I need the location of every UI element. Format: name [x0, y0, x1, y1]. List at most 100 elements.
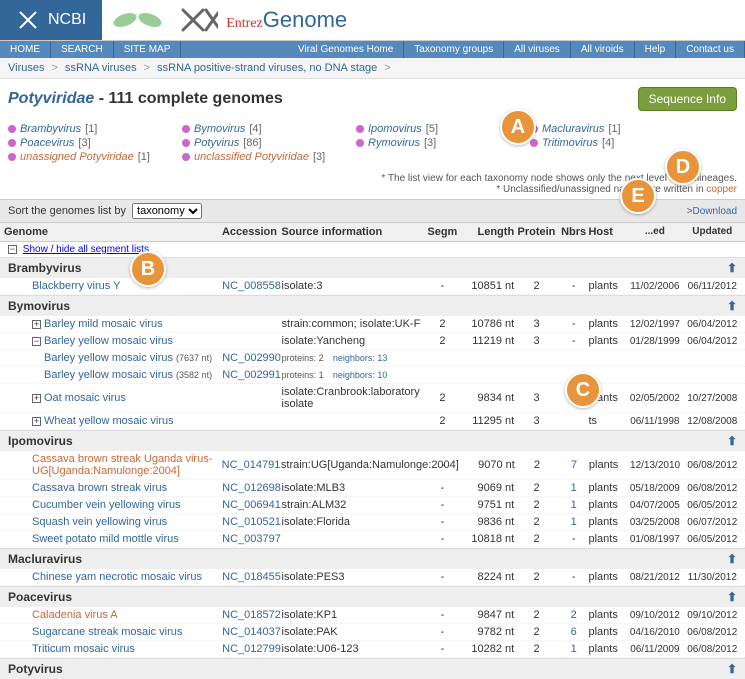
scroll-top-icon[interactable]: ⬆	[727, 552, 737, 566]
badge-b: B	[130, 251, 166, 287]
ncbi-text: NCBI	[48, 11, 86, 29]
expand-icon[interactable]: +	[32, 417, 41, 426]
ncbi-logo[interactable]: NCBI	[0, 0, 102, 40]
genome-text: Genome	[263, 7, 347, 32]
col-segm[interactable]: Segm	[425, 226, 460, 238]
sequence-info-button[interactable]: Sequence Info	[638, 87, 737, 111]
genome-link[interactable]: Wheat yellow mosaic virus	[44, 415, 174, 427]
taxa-item[interactable]: Poacevirus [3]	[8, 137, 178, 149]
taxa-dot-icon	[8, 125, 16, 133]
taxa-item[interactable]: Tritimovirus [4]	[530, 137, 700, 149]
dna-icon	[16, 8, 40, 32]
genome-link[interactable]: Cucumber vein yellowing virus	[32, 499, 181, 511]
accession-link[interactable]: NC_014037	[222, 626, 281, 638]
scroll-top-icon[interactable]: ⬆	[727, 299, 737, 313]
nav-allviroids[interactable]: All viroids	[571, 41, 635, 58]
taxa-link[interactable]: Ipomovirus	[368, 123, 422, 135]
taxa-link[interactable]: Bymovirus	[194, 123, 245, 135]
taxa-link[interactable]: Tritimovirus	[542, 137, 598, 149]
scroll-top-icon[interactable]: ⬆	[727, 662, 737, 676]
taxa-link[interactable]: Macluravirus	[542, 123, 604, 135]
taxa-item[interactable]: Potyvirus [86]	[182, 137, 352, 149]
taxa-item[interactable]: unassigned Potyviridae [1]	[8, 151, 178, 163]
accession-link[interactable]: NC_018455	[222, 571, 281, 583]
genome-link[interactable]: Barley yellow mosaic virus	[44, 352, 173, 364]
genome-link[interactable]: Blackberry virus Y	[32, 280, 120, 292]
collapse-all-icon[interactable]: −	[8, 245, 17, 254]
taxa-link[interactable]: unclassified Potyviridae	[194, 151, 309, 163]
genus-header: Brambyvirus⬆	[0, 257, 745, 278]
col-source[interactable]: Source information	[281, 226, 425, 238]
col-host[interactable]: Host	[588, 226, 626, 238]
taxa-item[interactable]: Macluravirus [1]	[530, 123, 700, 135]
accession-link[interactable]: NC_010521	[222, 516, 281, 528]
col-released: ...ed	[626, 226, 683, 238]
genome-link[interactable]: Cassava brown streak Uganda virus-UG[Uga…	[32, 453, 212, 477]
genus-header: Potyvirus⬆	[0, 658, 745, 679]
nav-taxgroups[interactable]: Taxonomy groups	[404, 41, 504, 58]
taxa-link[interactable]: Poacevirus	[20, 137, 74, 149]
taxa-dot-icon	[182, 139, 190, 147]
accession-link[interactable]: NC_012799	[222, 643, 281, 655]
sort-select[interactable]: taxonomy	[132, 203, 202, 219]
genome-link[interactable]: Barley mild mosaic virus	[44, 318, 163, 330]
taxa-link[interactable]: Brambyvirus	[20, 123, 81, 135]
genome-link[interactable]: Sweet potato mild mottle virus	[32, 533, 179, 545]
col-length[interactable]: Length	[460, 226, 514, 238]
genome-link[interactable]: Sugarcane streak mosaic virus	[32, 626, 182, 638]
taxa-link[interactable]: unassigned Potyviridae	[20, 151, 134, 163]
accession-link[interactable]: NC_008558	[222, 280, 281, 292]
genome-link[interactable]: Caladenia virus A	[32, 609, 118, 621]
crumb-ssrna[interactable]: ssRNA viruses	[65, 62, 137, 74]
accession-link[interactable]: NC_014791	[222, 459, 281, 471]
crumb-viruses[interactable]: Viruses	[8, 62, 44, 74]
taxa-count: [1]	[85, 123, 97, 135]
accession-link[interactable]: NC_003797	[222, 533, 281, 545]
scroll-top-icon[interactable]: ⬆	[727, 590, 737, 604]
badge-c: C	[565, 372, 601, 408]
genome-link[interactable]: Cassava brown streak virus	[32, 482, 167, 494]
taxa-item[interactable]: unclassified Potyviridae [3]	[182, 151, 352, 163]
nav-sitemap[interactable]: SITE MAP	[114, 41, 182, 58]
accession-link[interactable]: NC_002991	[222, 369, 281, 381]
showhide-link[interactable]: Show / hide all segment lists	[23, 244, 149, 255]
genome-link[interactable]: Squash vein yellowing virus	[32, 516, 167, 528]
scroll-top-icon[interactable]: ⬆	[727, 434, 737, 448]
genus-header: Ipomovirus⬆	[0, 430, 745, 451]
crumb-ssrna-pos[interactable]: ssRNA positive-strand viruses, no DNA st…	[157, 62, 377, 74]
genome-link[interactable]: Barley yellow mosaic virus	[44, 335, 173, 347]
col-nbrs[interactable]: Nbrs	[559, 226, 589, 238]
col-accession[interactable]: Accession	[222, 226, 281, 238]
accession-link[interactable]: NC_012698	[222, 482, 281, 494]
scroll-top-icon[interactable]: ⬆	[727, 261, 737, 275]
genome-link[interactable]: Barley yellow mosaic virus	[44, 369, 173, 381]
expand-icon[interactable]: +	[32, 394, 41, 403]
accession-link[interactable]: NC_018572	[222, 609, 281, 621]
nav-home[interactable]: HOME	[0, 41, 51, 58]
genome-link[interactable]: Chinese yam necrotic mosaic virus	[32, 571, 202, 583]
expand-icon[interactable]: +	[32, 320, 41, 329]
genome-link[interactable]: Oat mosaic virus	[44, 392, 126, 404]
taxa-link[interactable]: Rymovirus	[368, 137, 420, 149]
col-protein[interactable]: Protein	[514, 226, 559, 238]
nav-help[interactable]: Help	[635, 41, 677, 58]
col-updated[interactable]: Updated	[684, 226, 741, 238]
badge-d: D	[665, 149, 701, 185]
accession-link[interactable]: NC_006941	[222, 499, 281, 511]
nav-allviruses[interactable]: All viruses	[504, 41, 571, 58]
taxa-item[interactable]: Bymovirus [4]	[182, 123, 352, 135]
taxa-dot-icon	[356, 139, 364, 147]
nav-contact[interactable]: Contact us	[676, 41, 745, 58]
taxa-count: [86]	[243, 137, 261, 149]
nav-search[interactable]: SEARCH	[51, 41, 114, 58]
taxa-item[interactable]: Brambyvirus [1]	[8, 123, 178, 135]
nav-viral[interactable]: Viral Genomes Home	[288, 41, 404, 58]
expand-icon[interactable]: −	[32, 337, 41, 346]
taxa-item[interactable]: Rymovirus [3]	[356, 137, 526, 149]
genome-banner: EntrezGenome	[102, 1, 745, 39]
genome-link[interactable]: Triticum mosaic virus	[32, 643, 135, 655]
taxa-link[interactable]: Potyvirus	[194, 137, 239, 149]
accession-link[interactable]: NC_002990	[222, 352, 281, 364]
download-link[interactable]: >Download	[687, 206, 737, 217]
col-genome[interactable]: Genome	[4, 226, 222, 238]
